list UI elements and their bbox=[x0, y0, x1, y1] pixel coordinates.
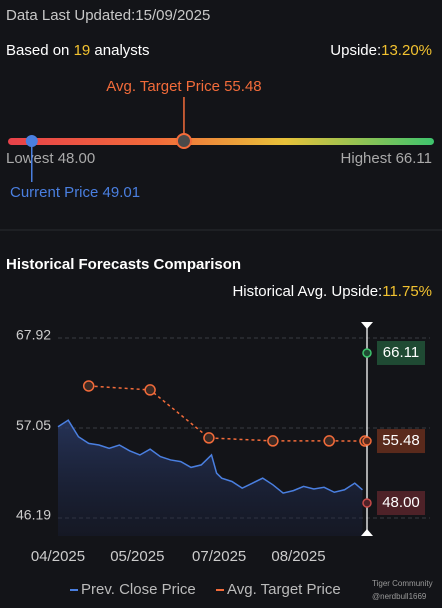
highest: Highest 66.11 bbox=[341, 150, 432, 167]
target-point bbox=[267, 435, 279, 447]
value-box bbox=[377, 340, 425, 365]
hist-upside: Historical Avg. Upside:11.75% bbox=[232, 283, 432, 300]
x-tick-label: 04/2025 bbox=[31, 548, 85, 565]
updated-date: 15/09/2025 bbox=[135, 7, 210, 24]
value-box bbox=[377, 491, 425, 516]
cursor-marker bbox=[362, 436, 372, 446]
updated: Data Last Updated:15/09/2025 bbox=[6, 7, 210, 24]
highest-label: Highest bbox=[341, 150, 393, 167]
y-tick-label: 67.92 bbox=[16, 327, 51, 343]
range-bar bbox=[8, 138, 434, 145]
watermark-user: @nerdbull1669 bbox=[372, 592, 427, 601]
updated-label: Data Last Updated: bbox=[6, 7, 135, 24]
target-point bbox=[82, 380, 95, 392]
hist-upside-label: Historical Avg. Upside: bbox=[232, 283, 382, 300]
lowest-label: Lowest bbox=[6, 150, 54, 167]
current-marker bbox=[25, 135, 38, 147]
value-box-label: 55.48 bbox=[382, 432, 420, 449]
legend-label: Avg. Target Price bbox=[227, 581, 341, 598]
target-point bbox=[144, 384, 156, 396]
based-on-prefix: Based on bbox=[6, 42, 69, 59]
x-tick-label: 07/2025 bbox=[192, 548, 246, 565]
watermark-brand: Tiger Community bbox=[372, 579, 433, 588]
cursor-bottom bbox=[361, 529, 373, 536]
x-tick-label: 05/2025 bbox=[110, 548, 164, 565]
price-line bbox=[57, 419, 363, 494]
highest-value: 66.11 bbox=[396, 150, 432, 167]
y-tick-label: 57.05 bbox=[16, 417, 51, 433]
cursor-marker bbox=[362, 498, 372, 508]
value-box-label: 66.11 bbox=[383, 344, 419, 361]
lowest: Lowest 48.00 bbox=[6, 150, 95, 167]
avg-value: 55.48 bbox=[224, 78, 262, 95]
target-point bbox=[323, 435, 335, 447]
based-on-suffix: analysts bbox=[94, 42, 149, 59]
avg-label-text: Avg. Target Price bbox=[106, 78, 220, 95]
upside-value: 13.20% bbox=[381, 42, 432, 59]
cursor-top bbox=[361, 322, 373, 329]
current-label: Current Price 49.01 bbox=[10, 184, 140, 201]
x-tick-label: 08/2025 bbox=[271, 548, 325, 565]
upside-label: Upside: bbox=[330, 42, 381, 59]
current-value: 49.01 bbox=[103, 184, 141, 201]
lowest-value: 48.00 bbox=[58, 150, 96, 167]
price-area bbox=[58, 420, 363, 536]
value-box-label: 48.00 bbox=[382, 494, 420, 511]
chart-title: Historical Forecasts Comparison bbox=[6, 256, 241, 273]
cursor-marker bbox=[362, 348, 372, 358]
y-tick-label: 46.19 bbox=[16, 507, 51, 523]
avg-marker bbox=[175, 133, 192, 149]
avg-label: Avg. Target Price 55.48 bbox=[106, 78, 261, 95]
hist-upside-value: 11.75% bbox=[382, 283, 432, 300]
target-line bbox=[88, 385, 366, 442]
upside: Upside:13.20% bbox=[330, 42, 432, 59]
value-box bbox=[377, 429, 425, 454]
current-label-text: Current Price bbox=[10, 184, 98, 201]
analysts: 19 bbox=[74, 42, 91, 59]
target-point bbox=[203, 432, 215, 444]
based-on: Based on 19 analysts bbox=[6, 42, 149, 59]
legend-label: Prev. Close Price bbox=[81, 581, 196, 598]
